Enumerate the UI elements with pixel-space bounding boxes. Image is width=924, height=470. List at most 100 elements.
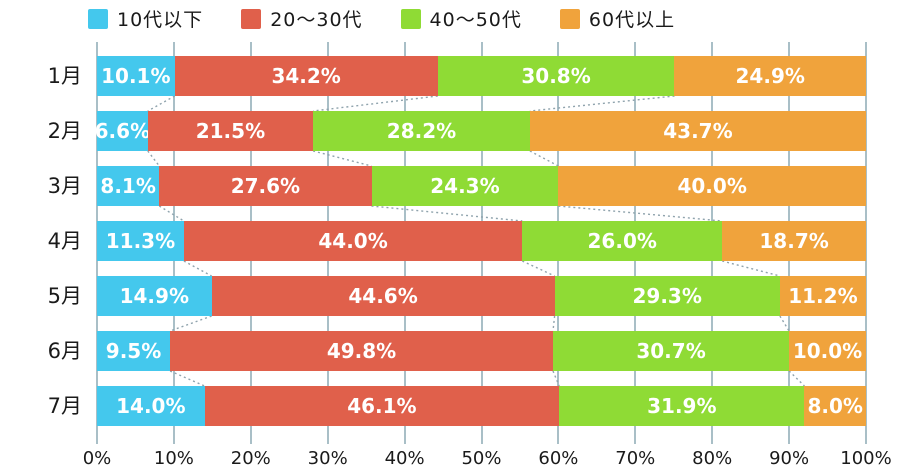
legend-label: 40〜50代 [429,9,522,31]
stacked-bar: 8.1% 27.6% 24.3% 40.0% [97,166,866,206]
category-label: 3月 [47,174,82,198]
segment-value-label: 27.6% [230,174,301,198]
bar-segment: 30.7% [553,331,790,371]
bar-segment: 46.1% [204,386,560,426]
segment-value-label: 26.0% [587,229,657,253]
stacked-bar: 14.0% 46.1% 31.9% 8.0% [97,386,866,426]
bar-segment: 6.6% [94,111,151,151]
bar-segment: 28.2% [313,111,530,151]
x-tick-label: 100% [840,448,892,469]
segment-value-label: 44.6% [348,284,418,308]
stacked-bar: 11.3% 44.0% 26.0% 18.7% [97,221,866,261]
bar-row: 8.1% 27.6% 24.3% 40.0% [97,152,866,207]
segment-value-label: 11.3% [105,229,176,253]
plot-area: 10.1% 34.2% 30.8% 24.9% 6.6% 21.5% 28.2% 43.7% 8… [94,42,867,444]
bar-segment: 34.2% [174,56,438,96]
bar-segment: 31.9% [559,386,805,426]
chart-legend: 10代以下 20〜30代 40〜50代 60代以上 [88,5,675,32]
bar-segment: 10.0% [789,331,866,371]
legend-swatch-icon [88,8,108,29]
stacked-bar: 14.9% 44.6% 29.3% 11.2% [97,276,866,316]
bar-segment: 40.0% [558,166,866,206]
category-label: 6月 [47,339,82,363]
segment-value-label: 6.6% [94,119,151,143]
x-tick-label: 70% [615,448,656,469]
segment-value-label: 49.8% [326,339,397,363]
x-tick-label: 80% [692,448,733,469]
legend-item: 40〜50代 [400,5,522,32]
segment-value-label: 44.0% [318,229,388,253]
segment-value-label: 29.3% [632,284,702,308]
x-tick-label: 90% [769,448,810,469]
segment-value-label: 14.9% [119,284,189,308]
bar-segment: 18.7% [722,221,866,261]
stacked-bar: 9.5% 49.8% 30.7% 10.0% [97,331,866,371]
segment-value-label: 46.1% [347,394,417,418]
segment-value-label: 14.0% [116,394,186,418]
bar-segment: 27.6% [159,166,372,206]
x-tick-label: 30% [307,448,348,469]
legend-item: 10代以下 [88,5,203,32]
bar-segment: 30.8% [437,56,675,96]
segment-value-label: 21.5% [195,119,266,143]
segment-value-label: 34.2% [271,64,341,88]
legend-label: 20〜30代 [270,9,363,31]
legend-label: 60代以上 [588,9,676,31]
category-label: 1月 [47,64,82,88]
legend-swatch-icon [241,8,262,29]
segment-value-label: 30.8% [521,64,591,88]
category-label: 2月 [47,119,82,143]
bar-segment: 44.0% [183,221,523,261]
legend-swatch-icon [559,8,580,29]
segment-value-label: 9.5% [105,339,162,363]
segment-value-label: 43.7% [663,119,733,143]
legend-swatch-icon [400,8,421,29]
bar-row: 9.5% 49.8% 30.7% 10.0% [97,317,866,372]
gridline [865,42,867,444]
bar-segment: 21.5% [147,111,314,151]
legend-item: 60代以上 [559,5,676,32]
bar-row: 14.9% 44.6% 29.3% 11.2% [97,262,866,317]
x-tick-label: 40% [384,448,425,469]
bar-segment: 9.5% [97,331,171,371]
segment-value-label: 18.7% [759,229,829,253]
legend-label: 10代以下 [117,9,204,31]
x-tick-label: 60% [538,448,579,469]
bar-segment: 44.6% [211,276,555,316]
segment-value-label: 8.1% [100,174,156,198]
stacked-bar: 10.1% 34.2% 30.8% 24.9% [97,56,866,96]
legend-item: 20〜30代 [241,5,362,32]
x-tick-label: 0% [82,448,112,469]
category-label: 5月 [47,284,82,308]
segment-value-label: 40.0% [677,174,747,198]
segment-value-label: 24.9% [735,64,805,88]
bar-segment: 8.1% [97,166,160,206]
bar-segment: 49.8% [170,331,553,371]
bar-segment: 43.7% [529,111,866,151]
bar-segment: 26.0% [522,221,723,261]
x-tick-label: 10% [153,448,194,469]
bar-row: 6.6% 21.5% 28.2% 43.7% [94,97,866,152]
category-label: 4月 [47,229,82,253]
segment-value-label: 10.0% [792,339,863,363]
bar-segment: 29.3% [554,276,780,316]
x-axis: 0% 10% 20% 30% 40% 50% 60% 70% 80% 90% 100% [83,448,892,470]
bar-segment: 14.0% [97,386,205,426]
segment-value-label: 8.0% [807,394,863,418]
segment-value-label: 11.2% [788,284,858,308]
x-tick-label: 50% [461,448,502,469]
bar-segment: 24.9% [674,56,866,96]
bar-segment: 11.3% [97,221,184,261]
stacked-bar: 6.6% 21.5% 28.2% 43.7% [94,111,866,151]
bar-row: 11.3% 44.0% 26.0% 18.7% [97,207,866,262]
segment-value-label: 10.1% [101,64,171,88]
bar-row: 14.0% 46.1% 31.9% 8.0% [97,372,866,427]
x-tick-label: 20% [230,448,271,469]
bar-segment: 11.2% [779,276,866,316]
bar-segment: 10.1% [97,56,175,96]
bar-row: 10.1% 34.2% 30.8% 24.9% [97,42,866,97]
segment-value-label: 24.3% [430,174,500,198]
segment-value-label: 31.9% [647,394,717,418]
segment-value-label: 30.7% [636,339,706,363]
